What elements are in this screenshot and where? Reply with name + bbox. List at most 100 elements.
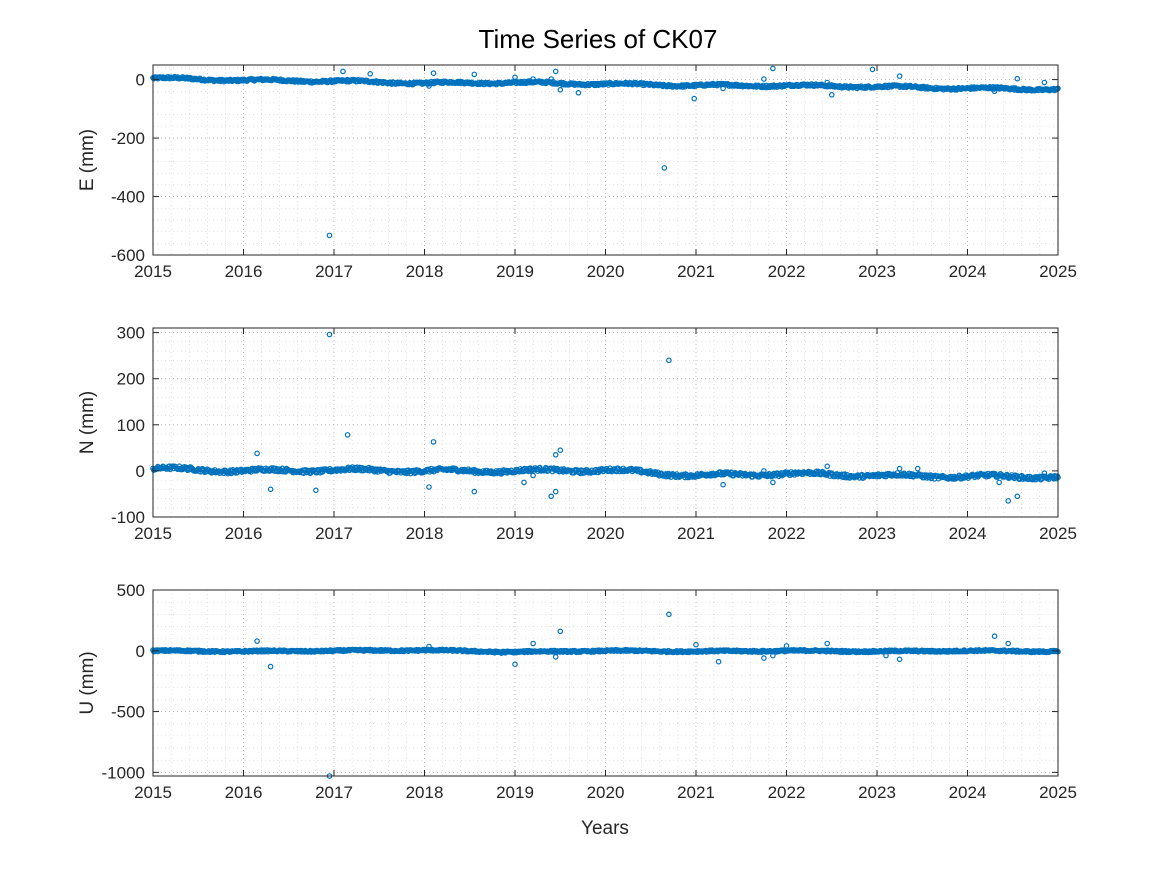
y-tick-label: 200 xyxy=(117,370,145,389)
outlier-point xyxy=(530,640,536,647)
y-tick-label: -400 xyxy=(111,188,145,207)
outlier-point xyxy=(693,641,699,648)
outlier-point xyxy=(548,493,555,500)
series-outliers xyxy=(254,331,1048,504)
outlier-point xyxy=(552,654,559,660)
outlier-point xyxy=(340,68,346,75)
y-tick-label: -600 xyxy=(111,246,145,265)
outlier-point xyxy=(430,439,437,445)
outlier-point xyxy=(783,643,790,649)
outlier-point xyxy=(1014,75,1021,82)
outlier-point xyxy=(557,87,564,93)
x-tick-label: 2016 xyxy=(225,524,263,543)
outlier-point xyxy=(661,165,668,171)
x-tick-label: 2019 xyxy=(496,783,534,802)
outlier-point xyxy=(991,633,998,640)
x-tick-label: 2020 xyxy=(587,262,625,281)
outlier-point xyxy=(1041,470,1048,477)
outlier-point xyxy=(761,76,767,82)
x-axis-label: Years xyxy=(581,818,629,839)
x-tick-label: 2021 xyxy=(677,524,715,543)
outlier-point xyxy=(1041,649,1048,655)
x-tick-label: 2017 xyxy=(315,262,353,281)
outlier-point xyxy=(1005,498,1012,504)
x-tick-label: 2020 xyxy=(587,524,625,543)
x-tick-label: 2018 xyxy=(406,524,444,543)
outlier-point xyxy=(1014,493,1021,500)
outlier-point xyxy=(1005,640,1012,647)
x-tick-label: 2017 xyxy=(315,783,353,802)
outlier-point xyxy=(530,76,536,82)
y-axis-label: U (mm) xyxy=(77,651,98,714)
outlier-point xyxy=(552,451,559,458)
y-tick-label: 0 xyxy=(136,642,145,661)
series-outliers xyxy=(326,65,1048,239)
outlier-point xyxy=(430,70,437,77)
y-tick-label: -200 xyxy=(111,129,145,148)
panel-up: 2015 2016 2017 2018 2019 2020 2021 2022 2023 2024… xyxy=(77,581,1077,802)
outlier-point xyxy=(548,76,555,82)
outlier-point xyxy=(869,66,876,73)
x-tick-label: 2021 xyxy=(677,783,715,802)
y-axis-label: N (mm) xyxy=(77,391,98,454)
outlier-point xyxy=(512,661,518,668)
y-tick-label: 300 xyxy=(117,324,145,343)
x-tick-label: 2024 xyxy=(949,262,987,281)
outlier-point xyxy=(471,71,478,78)
outlier-point xyxy=(313,487,319,494)
y-tick-label: 500 xyxy=(117,581,145,600)
outlier-point xyxy=(896,656,903,663)
x-tick-label: 2024 xyxy=(949,783,987,802)
series-daily-points xyxy=(150,463,1061,483)
x-tick-label: 2019 xyxy=(496,524,534,543)
x-tick-label: 2024 xyxy=(949,524,987,543)
outlier-point xyxy=(991,88,998,95)
outlier-point xyxy=(575,90,582,96)
outlier-point xyxy=(896,73,903,79)
outlier-point xyxy=(344,432,351,438)
x-tick-label: 2025 xyxy=(1039,783,1077,802)
outlier-point xyxy=(557,628,564,635)
x-tick-label: 2019 xyxy=(496,262,534,281)
x-tick-label: 2015 xyxy=(134,262,172,281)
outlier-point xyxy=(770,652,776,659)
x-tick-label: 2018 xyxy=(406,262,444,281)
x-tick-label: 2025 xyxy=(1039,262,1077,281)
x-tick-label: 2015 xyxy=(134,783,172,802)
y-tick-label: 100 xyxy=(117,416,145,435)
y-tick-label: -500 xyxy=(111,703,145,722)
outlier-point xyxy=(824,463,831,470)
y-axis-label: E (mm) xyxy=(77,129,98,191)
series-daily-points xyxy=(150,74,1061,94)
outlier-point xyxy=(557,447,564,454)
outlier-point xyxy=(824,79,831,86)
axes-background xyxy=(152,64,1059,256)
outlier-point xyxy=(1041,79,1048,86)
x-tick-label: 2022 xyxy=(768,524,806,543)
outlier-point xyxy=(254,638,260,644)
outlier-point xyxy=(666,357,672,364)
x-tick-label: 2016 xyxy=(225,783,263,802)
figure-title: Time Series of CK07 xyxy=(479,24,718,54)
outlier-point xyxy=(426,83,432,89)
x-tick-label: 2023 xyxy=(858,262,896,281)
x-tick-label: 2018 xyxy=(406,783,444,802)
x-tick-label: 2016 xyxy=(225,262,263,281)
outlier-point xyxy=(896,465,903,472)
outlier-point xyxy=(326,331,333,338)
outlier-point xyxy=(824,640,831,647)
outlier-point xyxy=(521,479,527,486)
outlier-point xyxy=(267,663,274,670)
outlier-point xyxy=(720,85,726,92)
x-tick-label: 2023 xyxy=(858,524,896,543)
x-tick-label: 2022 xyxy=(768,783,806,802)
series-daily-points xyxy=(150,646,1061,656)
outlier-point xyxy=(552,68,559,75)
x-tick-label: 2020 xyxy=(587,783,625,802)
outlier-point xyxy=(552,488,559,495)
outlier-point xyxy=(426,643,432,650)
outlier-point xyxy=(715,658,722,665)
outlier-point xyxy=(326,232,333,239)
x-tick-label: 2015 xyxy=(134,524,172,543)
